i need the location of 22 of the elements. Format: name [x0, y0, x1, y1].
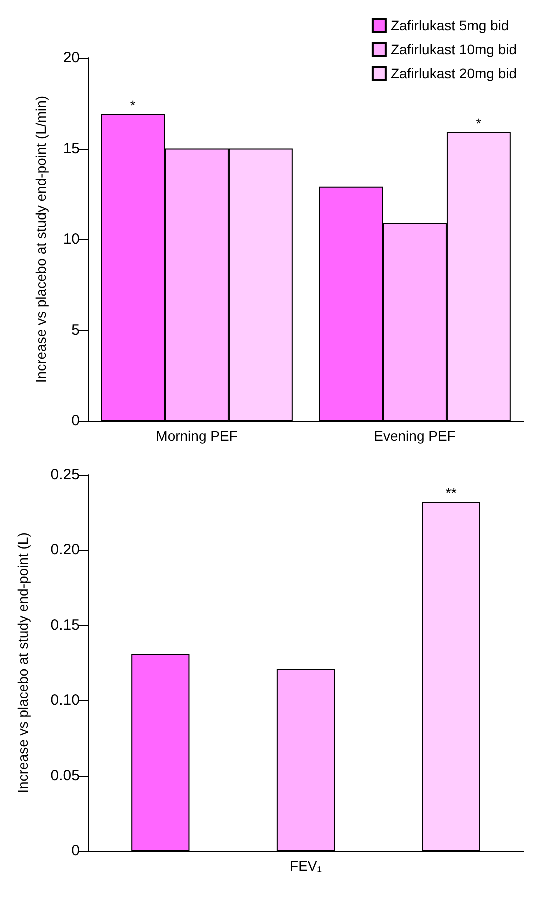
- y-tick-label: 0.15: [50, 616, 80, 634]
- x-tick-label: FEV₁: [290, 858, 322, 874]
- y-axis-title: Increase vs placebo at study end-point (L/min): [33, 96, 49, 384]
- y-tick-label: 15: [63, 140, 80, 158]
- y-axis-title: Increase vs placebo at study end-point (L): [15, 532, 31, 794]
- legend-label: Zafirlukast 20mg bid: [390, 66, 518, 82]
- y-tick-label: 20: [63, 50, 80, 66]
- data-label: *: [130, 97, 136, 114]
- data-label: *: [476, 115, 482, 132]
- y-tick-label: 5: [72, 322, 80, 339]
- y-tick-label: 0.10: [50, 692, 80, 710]
- y-tick-label: 0: [72, 842, 80, 860]
- y-tick-label: 10: [63, 231, 80, 248]
- x-tick-label: Morning PEF: [156, 428, 238, 444]
- legend-label: Zafirlukast 5mg bid: [390, 18, 510, 34]
- data-label: **: [446, 485, 458, 502]
- legend-label: Zafirlukast 10mg bid: [390, 42, 518, 58]
- y-tick-label: 0.20: [50, 542, 80, 559]
- y-tick-label: 0: [72, 412, 80, 430]
- x-tick-label: Evening PEF: [374, 428, 456, 444]
- y-tick-label: 0.05: [50, 767, 80, 784]
- y-tick-label: 0.25: [50, 466, 80, 484]
